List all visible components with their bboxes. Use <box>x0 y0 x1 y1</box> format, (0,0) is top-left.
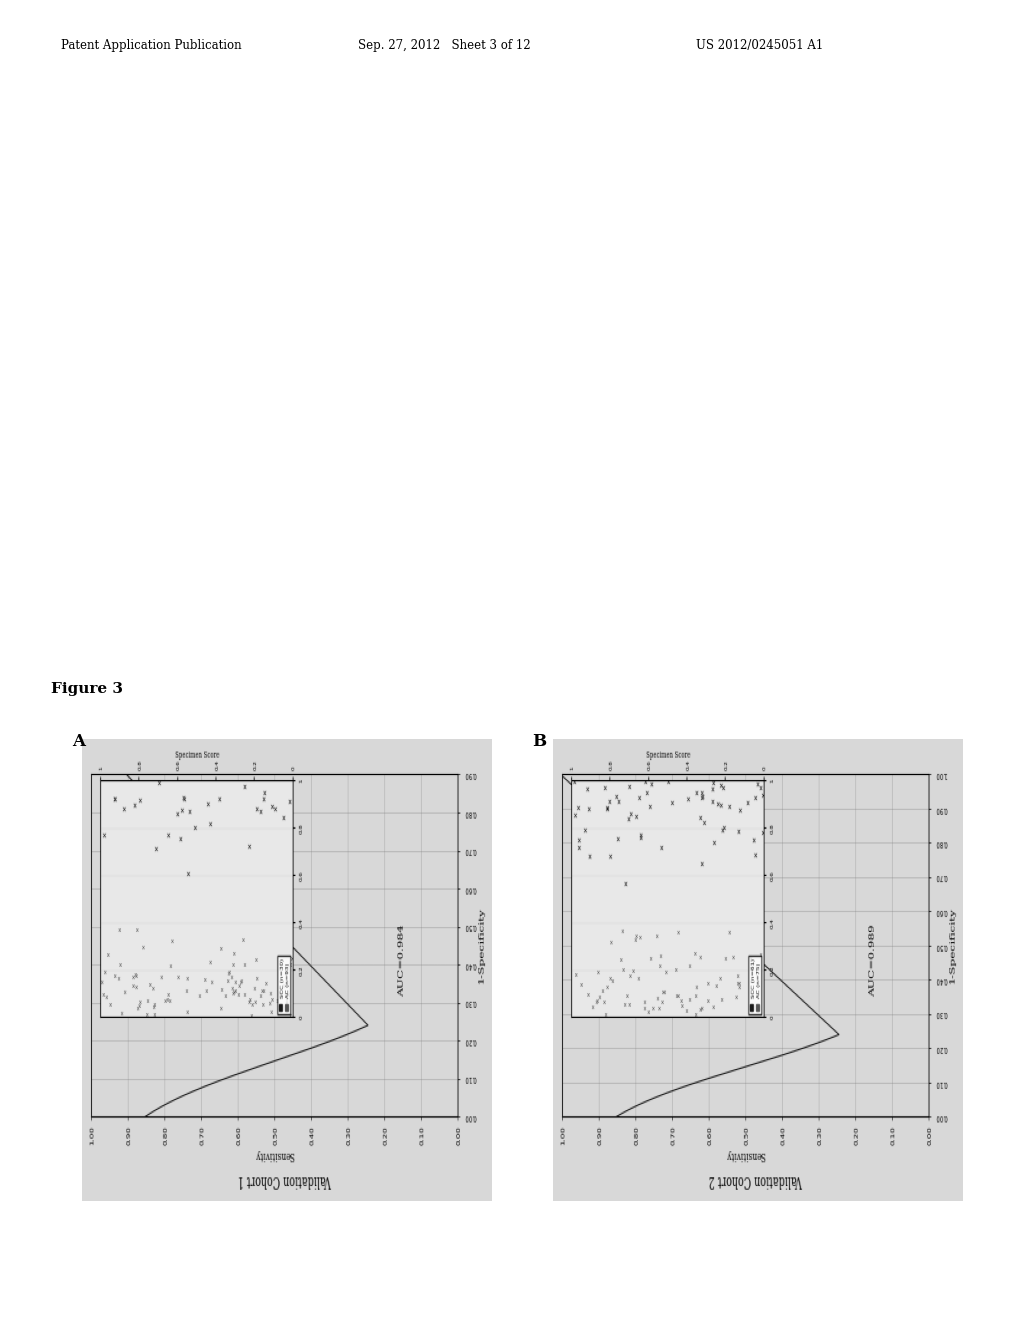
Text: US 2012/0245051 A1: US 2012/0245051 A1 <box>696 38 823 51</box>
Text: Sep. 27, 2012   Sheet 3 of 12: Sep. 27, 2012 Sheet 3 of 12 <box>358 38 531 51</box>
Text: Figure 3: Figure 3 <box>51 682 123 696</box>
Text: B: B <box>532 733 547 750</box>
Text: Patent Application Publication: Patent Application Publication <box>61 38 242 51</box>
Text: A: A <box>72 733 85 750</box>
